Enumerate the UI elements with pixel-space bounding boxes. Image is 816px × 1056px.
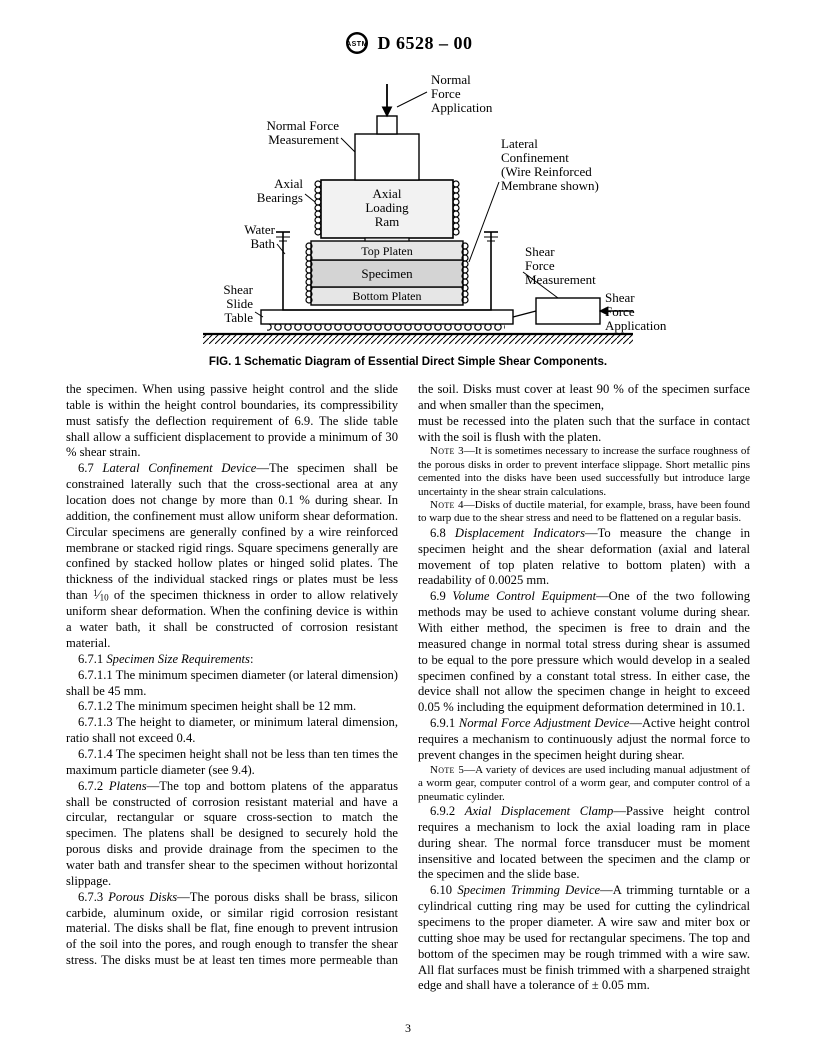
fig-nfa3: Application [431, 100, 493, 115]
fig-sfm1: Shear [525, 244, 555, 259]
fig-sfm2: Force [525, 258, 555, 273]
figure-1: Bottom Platen Specimen Top Platen [143, 62, 673, 352]
page-header: ASTM D 6528 – 00 [66, 30, 750, 56]
astm-logo-icon: ASTM [344, 30, 370, 56]
fig-axial2: Loading [365, 200, 409, 215]
fig-sst3: Table [224, 310, 253, 325]
fig-nfa1: Normal [431, 72, 471, 87]
p-672: 6.7.2 Platens—The top and bottom platens… [66, 779, 398, 890]
fig-specimen: Specimen [361, 266, 413, 281]
fig-sst2: Slide [226, 296, 253, 311]
fig-lc3: (Wire Reinforced [501, 164, 592, 179]
fig-sfa2: Force [605, 304, 635, 319]
p-6713: 6.7.1.3 The height to diameter, or minim… [66, 715, 398, 747]
note-3: Note 3—It is sometimes necessary to incr… [418, 445, 750, 499]
p-6714: 6.7.1.4 The specimen height shall not be… [66, 747, 398, 779]
fig-sfa3: Application [605, 318, 667, 333]
fig-wb1: Water [244, 222, 275, 237]
fig-sfm3: Measurement [525, 272, 596, 287]
p-68: 6.8 Displacement Indicators—To measure t… [418, 526, 750, 589]
figure-svg: Bottom Platen Specimen Top Platen [143, 62, 673, 352]
fig-lc2: Confinement [501, 150, 569, 165]
fig-axial1: Axial [373, 186, 402, 201]
note-5: Note 5—A variety of devices are used inc… [418, 764, 750, 804]
fig-ab1: Axial [274, 176, 303, 191]
p-slide: the specimen. When using passive height … [66, 382, 398, 461]
figure-caption: FIG. 1 Schematic Diagram of Essential Di… [66, 356, 750, 368]
fig-top-platen: Top Platen [361, 244, 413, 258]
fig-nfa2: Force [431, 86, 461, 101]
fig-wb2: Bath [250, 236, 275, 251]
svg-text:ASTM: ASTM [346, 41, 368, 48]
page-number: 3 [0, 1021, 816, 1036]
p-671: 6.7.1 Specimen Size Requirements: [66, 652, 398, 668]
fig-nfm2: Measurement [268, 132, 339, 147]
fig-sfa1: Shear [605, 290, 635, 305]
p-610: 6.10 Specimen Trimming Device—A trimming… [418, 883, 750, 994]
fig-nfm1: Normal Force [266, 118, 339, 133]
fig-bottom-platen: Bottom Platen [353, 289, 422, 303]
p-691: 6.9.1 Normal Force Adjustment Device—Act… [418, 716, 750, 764]
p-692: 6.9.2 Axial Displacement Clamp—Passive h… [418, 804, 750, 883]
p-673-cont: must be recessed into the platen such th… [418, 414, 750, 446]
fig-lc1: Lateral [501, 136, 538, 151]
fig-axial3: Ram [375, 214, 400, 229]
designation: D 6528 – 00 [378, 33, 473, 54]
page: ASTM D 6528 – 00 [0, 0, 816, 1056]
note-4: Note 4—Disks of ductile material, for ex… [418, 499, 750, 526]
fig-sst1: Shear [223, 282, 253, 297]
p-67: 6.7 Lateral Confinement Device—The speci… [66, 461, 398, 651]
body-columns: the specimen. When using passive height … [66, 382, 750, 994]
p-6711: 6.7.1.1 The minimum specimen diameter (o… [66, 668, 398, 700]
fig-lc4: Membrane shown) [501, 178, 599, 193]
p-6712: 6.7.1.2 The minimum specimen height shal… [66, 699, 398, 715]
fig-ab2: Bearings [257, 190, 303, 205]
p-69: 6.9 Volume Control Equipment—One of the … [418, 589, 750, 716]
